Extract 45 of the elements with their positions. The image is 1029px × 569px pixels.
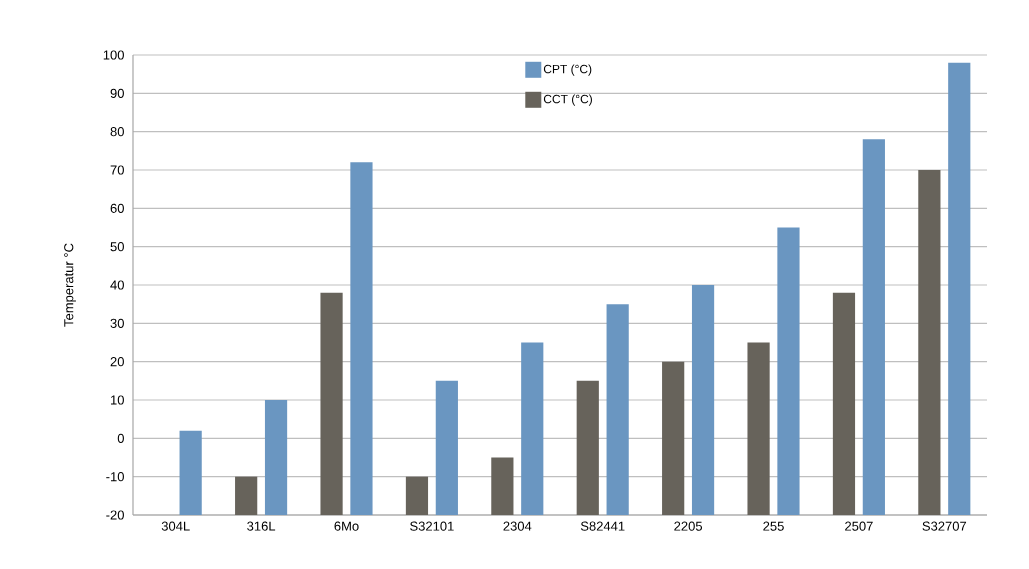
y-tick-label: 50 bbox=[110, 242, 124, 252]
y-tick-label: 30 bbox=[110, 318, 124, 328]
x-tick-label: 316L bbox=[247, 521, 276, 531]
y-tick-label: 100 bbox=[103, 50, 124, 60]
legend-label: CCT (°C) bbox=[543, 94, 592, 106]
y-tick-label: 60 bbox=[110, 203, 124, 213]
bar bbox=[606, 304, 629, 515]
bar bbox=[832, 292, 856, 515]
bar bbox=[405, 476, 429, 515]
bar bbox=[179, 430, 202, 515]
bar bbox=[435, 380, 458, 515]
x-tick-label: S82441 bbox=[580, 521, 625, 531]
x-tick-label: 255 bbox=[763, 521, 784, 531]
bar bbox=[491, 457, 514, 515]
y-tick-label: 40 bbox=[110, 280, 124, 290]
bar bbox=[320, 292, 343, 515]
x-tick-label: S32101 bbox=[410, 521, 454, 531]
y-tick-label: 0 bbox=[117, 433, 124, 443]
x-tick-label: 2304 bbox=[503, 521, 532, 531]
bar bbox=[521, 342, 544, 515]
y-tick-label: 90 bbox=[110, 88, 124, 98]
bar bbox=[777, 227, 800, 515]
bar bbox=[235, 476, 258, 515]
bar bbox=[662, 361, 685, 515]
y-tick-label: -20 bbox=[106, 510, 124, 520]
x-tick-label: 2507 bbox=[845, 521, 873, 531]
y-tick-label: 20 bbox=[110, 357, 124, 367]
x-tick-label: S32707 bbox=[922, 521, 967, 531]
y-axis-title: Temperatur °C bbox=[64, 243, 76, 327]
bar bbox=[948, 62, 971, 515]
y-tick-label: 80 bbox=[110, 127, 124, 137]
bar bbox=[350, 162, 373, 515]
bar bbox=[747, 342, 770, 515]
x-tick-label: 2205 bbox=[674, 521, 703, 531]
bar bbox=[862, 139, 885, 515]
bar bbox=[918, 170, 941, 515]
x-tick-label: 304L bbox=[161, 521, 190, 531]
y-tick-label: 70 bbox=[110, 165, 124, 175]
legend-label: CPT (°C) bbox=[543, 64, 592, 76]
bar bbox=[691, 285, 715, 515]
y-tick-label: -10 bbox=[106, 472, 124, 482]
bar bbox=[576, 380, 599, 515]
y-tick-label: 10 bbox=[110, 395, 124, 405]
bar bbox=[264, 400, 288, 515]
x-tick-label: 6Mo bbox=[334, 521, 359, 531]
